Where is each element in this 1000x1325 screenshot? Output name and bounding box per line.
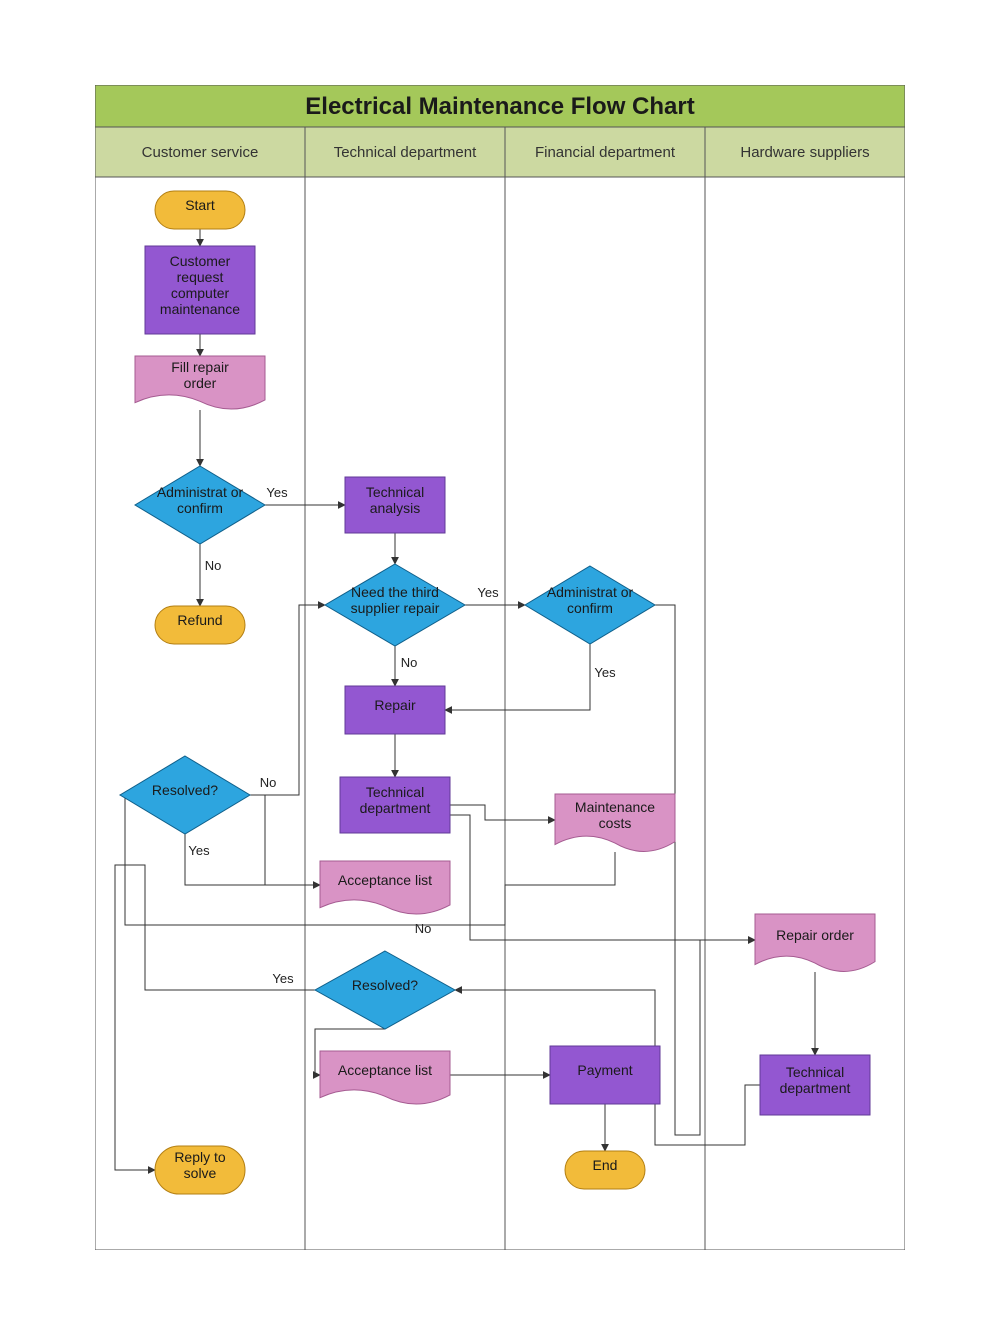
node-label: Need the thirdsupplier repair [351,584,440,616]
flowchart-svg: Electrical Maintenance Flow Chart Custome… [95,85,905,1250]
edge-label: Yes [188,843,210,858]
node-label: Payment [577,1062,632,1078]
node-payment: Payment [550,1046,660,1104]
node-replysolve: Reply tosolve [155,1146,245,1194]
node-label: Technicalanalysis [366,484,424,516]
node-label: Acceptance list [338,1062,432,1078]
node-label: Refund [177,612,222,628]
edge-label: Yes [477,585,499,600]
edge-label: No [205,558,222,573]
page: Electrical Maintenance Flow Chart Custome… [0,0,1000,1325]
node-label: Repair order [776,927,854,943]
edge-label: No [260,775,277,790]
node-techanal: Technicalanalysis [345,477,445,533]
node-label: Technicaldepartment [780,1064,851,1096]
edge-label: Yes [272,971,294,986]
node-start: Start [155,191,245,229]
lane-label: Hardware suppliers [740,144,869,161]
chart-title: Electrical Maintenance Flow Chart [305,93,694,120]
node-techdept2: Technicaldepartment [760,1055,870,1115]
lane-label: Financial department [535,144,676,161]
node-label: Start [185,197,215,213]
lane-label: Technical department [334,144,477,161]
node-repair: Repair [345,686,445,734]
edge-label: No [401,655,418,670]
node-label: Customerrequestcomputermaintenance [160,253,240,317]
node-label: Repair [374,697,416,713]
node-refund: Refund [155,606,245,644]
node-label: Resolved? [152,782,218,798]
lane-label: Customer service [142,144,259,161]
node-custreq: Customerrequestcomputermaintenance [145,246,255,334]
edge-label: Yes [594,665,616,680]
node-label: End [593,1157,618,1173]
flowchart-container: Electrical Maintenance Flow Chart Custome… [95,85,905,1250]
node-label: Technicaldepartment [360,784,431,816]
node-label: Acceptance list [338,872,432,888]
node-end: End [565,1151,645,1189]
edge-label: No [415,921,432,936]
node-techdept1: Technicaldepartment [340,777,450,833]
edge-label: Yes [266,485,288,500]
node-label: Resolved? [352,977,418,993]
